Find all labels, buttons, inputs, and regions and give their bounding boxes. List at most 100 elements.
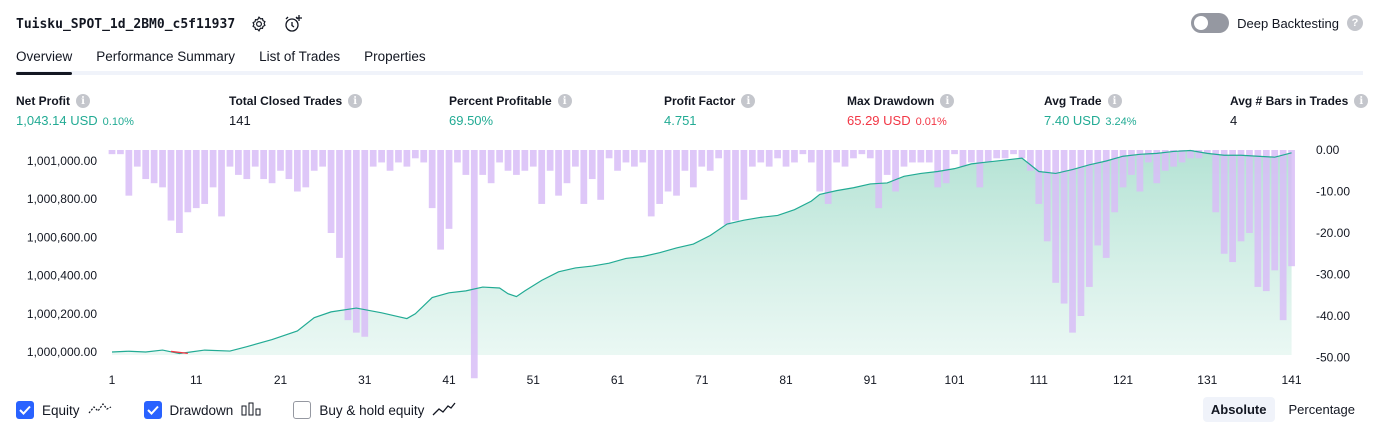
- drawdown-bar: [142, 150, 150, 180]
- drawdown-bar: [1262, 150, 1270, 292]
- drawdown-bar: [1102, 150, 1110, 258]
- equity-area: [112, 150, 1292, 355]
- drawdown-bar: [437, 150, 444, 250]
- drawdown-bar: [529, 150, 537, 167]
- stat-total-closed-trades: Total Closed Trades i 141: [229, 93, 363, 128]
- drawdown-bar: [833, 150, 840, 163]
- tab-overview[interactable]: Overview: [16, 46, 73, 75]
- x-axis-tick: 91: [864, 373, 878, 387]
- drawdown-bar: [917, 150, 925, 163]
- info-icon[interactable]: i: [1354, 94, 1369, 108]
- tab-properties[interactable]: Properties: [364, 49, 426, 64]
- help-icon[interactable]: ?: [1347, 15, 1363, 31]
- drawdown-bar: [824, 150, 832, 204]
- info-icon[interactable]: i: [1107, 94, 1122, 108]
- drawdown-bar: [428, 150, 436, 209]
- drawdown-bar: [976, 150, 984, 188]
- info-icon[interactable]: i: [940, 94, 955, 108]
- stat-value: 4: [1230, 113, 1238, 128]
- drawdown-bar: [209, 150, 217, 188]
- drawdown-bar: [462, 150, 470, 175]
- equity-line-icon: [88, 402, 112, 419]
- deep-backtesting-label: Deep Backtesting: [1237, 15, 1339, 31]
- percentage-button[interactable]: Percentage: [1288, 402, 1356, 417]
- tab-list-of-trades[interactable]: List of Trades: [259, 49, 341, 64]
- drawdown-bar: [807, 150, 815, 163]
- drawdown-bar: [1161, 150, 1169, 171]
- deep-backtesting-toggle[interactable]: [1191, 13, 1230, 33]
- drawdown-bar: [647, 150, 655, 217]
- drawdown-bar: [226, 150, 234, 167]
- drawdown-bar: [900, 150, 908, 167]
- y-axis-left-tick: 1,000,600.00: [27, 230, 97, 244]
- drawdown-checkbox[interactable]: [143, 401, 162, 419]
- drawdown-bar: [201, 150, 209, 204]
- drawdown-bar: [1254, 150, 1262, 287]
- buy-hold-line-icon: [432, 402, 456, 419]
- equity-loss-segment: [170, 350, 188, 354]
- drawdown-bar: [740, 150, 748, 200]
- drawdown-bar: [1111, 150, 1119, 213]
- stat-avg-trade: Avg Trade i 7.40 USD 3.24%: [1044, 93, 1137, 128]
- absolute-button[interactable]: Absolute: [1202, 397, 1275, 422]
- info-icon[interactable]: i: [741, 94, 756, 108]
- stats-row: Net Profit i 1,043.14 USD 0.10% Total Clos…: [16, 93, 1369, 133]
- x-axis-tick: 1: [109, 373, 116, 387]
- toggle-knob: [1194, 16, 1209, 30]
- drawdown-bar: [361, 150, 369, 337]
- chart-legend: Equity Drawdown Buy & hold equity: [16, 401, 488, 419]
- equity-drawdown-chart[interactable]: 1,000,000.00 1,000,200.00 1,000,400.00 1,00…: [0, 140, 1379, 390]
- drawdown-bar: [1187, 150, 1194, 159]
- drawdown-bar: [420, 150, 428, 163]
- drawdown-bar: [133, 150, 141, 167]
- x-axis-tick: 21: [274, 373, 288, 387]
- drawdown-bar: [218, 150, 225, 217]
- equity-checkbox[interactable]: [16, 401, 34, 419]
- legend-drawdown[interactable]: Drawdown: [143, 401, 262, 419]
- x-axis-tick: 11: [190, 373, 203, 387]
- tab-performance-summary[interactable]: Performance Summary: [96, 49, 236, 64]
- drawdown-bar: [176, 150, 183, 233]
- drawdown-bar: [260, 150, 268, 180]
- drawdown-bar: [496, 150, 503, 163]
- drawdown-bar: [479, 150, 487, 175]
- drawdown-bar: [1094, 150, 1102, 246]
- stat-profit-factor: Profit Factor i 4.751: [664, 93, 756, 128]
- drawdown-bar: [395, 150, 402, 163]
- drawdown-bar: [892, 150, 899, 192]
- add-to-chart-icon[interactable]: [283, 14, 303, 34]
- y-axis-right-tick: -50.00: [1316, 351, 1350, 365]
- drawdown-bar: [563, 150, 571, 184]
- strategy-title: Tuisku_SPOT_1d_2BM0_c5f11937: [16, 16, 236, 32]
- stat-value: 65.29 USD: [847, 113, 911, 128]
- drawdown-bar: [1077, 150, 1085, 316]
- legend-equity[interactable]: Equity: [16, 401, 112, 419]
- drawdown-bar: [344, 150, 352, 321]
- y-axis-right-tick: -30.00: [1316, 268, 1350, 282]
- drawdown-bar: [841, 150, 849, 167]
- x-axis-tick: 111: [1030, 373, 1049, 387]
- y-axis-right-tick: -10.00: [1316, 185, 1350, 199]
- drawdown-bar: [631, 150, 638, 167]
- settings-icon[interactable]: [249, 14, 269, 34]
- drawdown-bar: [403, 150, 411, 167]
- drawdown-bar: [235, 150, 242, 175]
- info-icon[interactable]: i: [76, 94, 90, 108]
- info-icon[interactable]: i: [348, 94, 363, 108]
- drawdown-bar: [555, 150, 562, 196]
- drawdown-bar: [883, 150, 891, 175]
- drawdown-bar: [386, 150, 394, 171]
- drawdown-bar: [1178, 150, 1186, 163]
- buy-hold-checkbox[interactable]: [293, 401, 312, 419]
- x-axis-tick: 61: [611, 373, 625, 387]
- legend-buy-hold[interactable]: Buy & hold equity: [293, 401, 456, 419]
- drawdown-bar: [580, 150, 588, 204]
- drawdown-bar: [572, 150, 579, 167]
- drawdown-bar: [959, 150, 967, 167]
- info-icon[interactable]: i: [557, 94, 572, 108]
- x-axis-tick: 31: [358, 373, 372, 387]
- x-axis-tick: 71: [695, 373, 709, 387]
- stat-percent: 3.24%: [1105, 116, 1137, 128]
- y-axis-left-tick: 1,000,800.00: [27, 192, 97, 206]
- drawdown-bar: [1203, 150, 1211, 155]
